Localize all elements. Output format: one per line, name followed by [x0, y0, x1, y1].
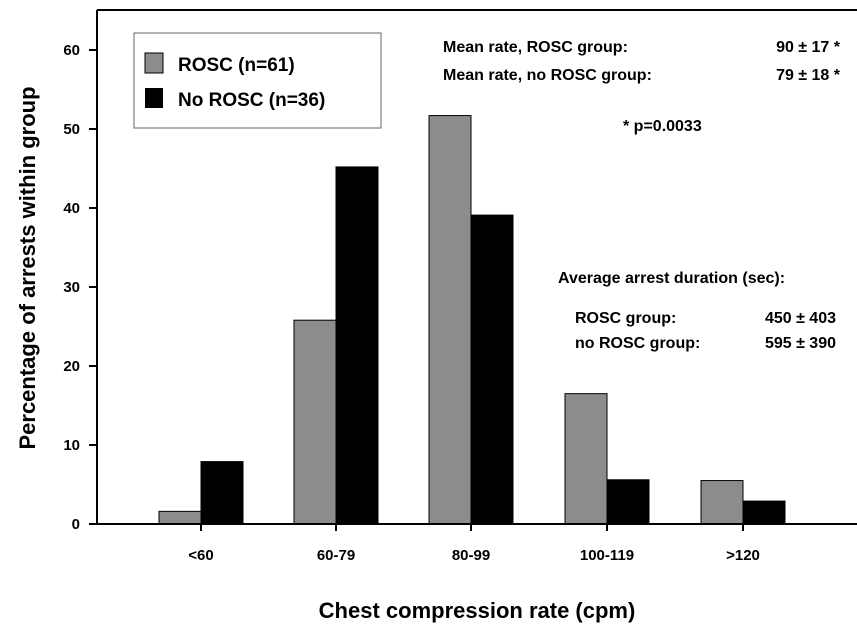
legend: ROSC (n=61) No ROSC (n=36)	[133, 32, 382, 129]
bar-rosc-1	[293, 319, 337, 525]
bar-no-rosc-2	[470, 214, 514, 525]
bar-no-rosc-1	[335, 166, 379, 525]
p-value-note: * p=0.0033	[623, 118, 702, 135]
duration-rosc-value: 450 ± 403	[765, 310, 836, 327]
y-ticks-group: 0 10 20 30 40 50 60	[63, 42, 97, 533]
y-tick-label-60: 60	[63, 42, 80, 59]
bar-no-rosc-0	[200, 461, 244, 525]
annotations: Mean rate, ROSC group: 90 ± 17 * Mean ra…	[443, 39, 841, 352]
x-tick-label-0: <60	[188, 547, 213, 564]
y-tick-label-40: 40	[63, 200, 80, 217]
x-tick-label-1: 60-79	[317, 547, 355, 564]
mean-no-rosc-label: Mean rate, no ROSC group:	[443, 67, 652, 84]
legend-label-no-rosc: No ROSC (n=36)	[178, 90, 325, 111]
x-tick-label-3: 100-119	[580, 547, 634, 564]
y-tick-label-30: 30	[63, 279, 80, 296]
bar-no-rosc-3	[606, 479, 650, 525]
mean-rosc-label: Mean rate, ROSC group:	[443, 39, 628, 56]
bars-group	[158, 115, 786, 525]
y-axis-title: Percentage of arrests within group	[15, 86, 40, 449]
duration-no-rosc-label: no ROSC group:	[575, 335, 700, 352]
x-tick-label-2: 80-99	[452, 547, 490, 564]
legend-label-rosc: ROSC (n=61)	[178, 55, 295, 76]
x-axis-title: Chest compression rate (cpm)	[319, 598, 636, 623]
x-ticks-group: <60 60-79 80-99 100-119 >120	[188, 524, 760, 564]
legend-box	[133, 32, 382, 129]
bar-rosc-0	[158, 510, 202, 525]
bar-rosc-4	[700, 480, 744, 525]
y-tick-label-10: 10	[63, 437, 80, 454]
duration-no-rosc-value: 595 ± 390	[765, 335, 836, 352]
bar-no-rosc-4	[742, 500, 786, 525]
legend-swatch-no-rosc	[145, 88, 163, 108]
bar-rosc-3	[564, 393, 608, 525]
y-tick-label-50: 50	[63, 121, 80, 138]
legend-swatch-rosc	[144, 52, 164, 74]
duration-title: Average arrest duration (sec):	[558, 270, 785, 287]
mean-no-rosc-value: 79 ± 18 *	[776, 67, 841, 84]
duration-rosc-label: ROSC group:	[575, 310, 676, 327]
mean-rosc-value: 90 ± 17 *	[776, 39, 841, 56]
y-tick-label-20: 20	[63, 358, 80, 375]
y-tick-label-0: 0	[72, 516, 80, 533]
bar-rosc-2	[428, 115, 472, 525]
x-tick-label-4: >120	[726, 547, 760, 564]
